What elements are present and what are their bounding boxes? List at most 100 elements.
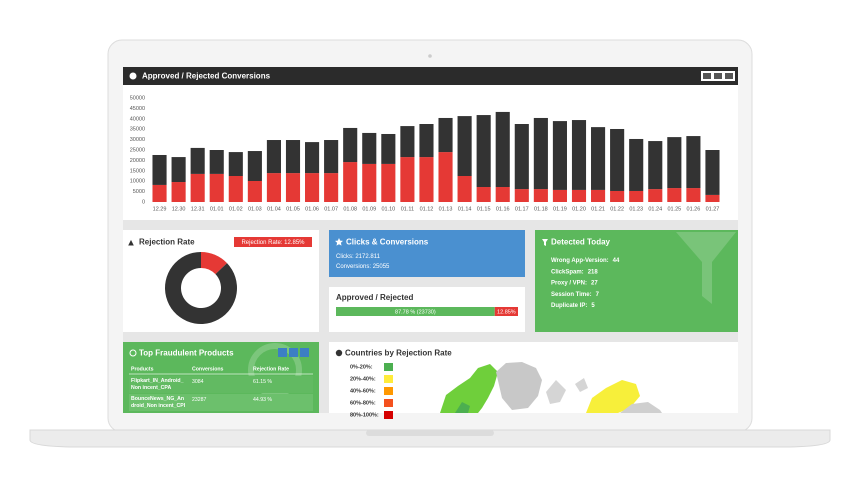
bar-segment (648, 141, 663, 190)
x-tick-label: 01.03 (248, 206, 262, 212)
x-tick-label: 01.26 (687, 206, 701, 212)
bar-segment (419, 157, 434, 202)
bar-segment (648, 189, 663, 202)
bar-segment (514, 124, 529, 190)
item-value: 5 (591, 303, 595, 309)
column-header: Conversions (192, 366, 224, 372)
bar-segment (362, 163, 377, 202)
panel-header (123, 67, 738, 85)
x-tick-label: 01.18 (534, 206, 548, 212)
legend-label: 0%-20%: (350, 364, 373, 370)
map-region (575, 378, 588, 392)
legend-label: 20%-40%: (350, 376, 376, 382)
icon (128, 239, 134, 246)
x-tick-label: 12.30 (172, 206, 186, 212)
bar-segment (152, 154, 167, 185)
map-region (546, 380, 566, 404)
badge-text: Rejection Rate: 12.85% (241, 240, 305, 246)
bar-segment (629, 190, 644, 202)
y-tick-label: 10000 (130, 179, 145, 185)
bar-segment (533, 117, 548, 190)
item-label: Wrong App-Version: (551, 258, 609, 264)
stat: Conversions: 25055 (336, 264, 390, 270)
map-region (586, 380, 640, 413)
map-region (496, 362, 542, 410)
bar-segment (247, 180, 262, 202)
item-label: ClickSpam: (551, 269, 584, 275)
bar-segment (228, 176, 243, 202)
x-tick-label: 01.22 (610, 206, 624, 212)
button[interactable] (289, 348, 298, 357)
x-tick-label: 01.02 (229, 206, 243, 212)
bar-segment (209, 173, 224, 202)
icon (129, 72, 137, 80)
button[interactable] (300, 348, 309, 357)
column-header: Rejection Rate (253, 366, 289, 372)
bar-segment (305, 173, 320, 202)
watermark (676, 232, 736, 304)
x-tick-label: 01.17 (515, 206, 529, 212)
y-tick-label: 35000 (130, 127, 145, 133)
x-tick-label: 01.09 (362, 206, 376, 212)
x-tick-label: 01.23 (629, 206, 643, 212)
bar-segment (400, 157, 415, 202)
bar-segment (571, 189, 587, 202)
y-tick-label: 45000 (130, 106, 145, 112)
bar-segment (324, 173, 339, 202)
stat-value: 2172.811 (355, 254, 380, 260)
legend-swatch (384, 399, 393, 407)
button[interactable] (725, 73, 733, 79)
map-region (440, 364, 498, 413)
stat: Clicks: 2172.811 (336, 254, 381, 260)
table-cell: BounceNews_NG_Android_Non incent_CPI (131, 396, 186, 409)
item-label: Proxy / VPN: (551, 280, 587, 286)
bar-segment (400, 126, 415, 158)
panel-title: Rejection Rate (139, 238, 195, 247)
bar-segment (629, 138, 644, 191)
x-tick-label: 12.29 (153, 206, 167, 212)
x-tick-label: 01.08 (343, 206, 357, 212)
legend-swatch (384, 411, 393, 419)
stat-label: Clicks: (336, 254, 354, 260)
bar-segment (591, 189, 606, 202)
bar-segment (667, 188, 682, 202)
x-tick-label: 01.20 (572, 206, 586, 212)
item-label: Session Time: (551, 291, 592, 297)
button[interactable] (703, 73, 711, 79)
x-tick-label: 01.24 (648, 206, 662, 212)
x-tick-label: 01.25 (667, 206, 681, 212)
bar-segment (171, 182, 186, 202)
legend-label: 40%-60%: (350, 388, 376, 394)
x-tick-label: 01.10 (381, 206, 395, 212)
progress-segment (336, 307, 495, 316)
bar-segment (610, 128, 625, 191)
y-tick-label: 0 (142, 199, 145, 205)
panel-title: Top Fraudulent Products (139, 349, 234, 358)
button[interactable] (278, 348, 287, 357)
y-tick-label: 25000 (130, 147, 145, 153)
bar-segment (571, 120, 587, 190)
x-tick-label: 01.07 (324, 206, 338, 212)
bar-chart: 0 5000 10000 15000 20000 25000 30000 35000 40000… (130, 95, 720, 212)
laptop-notch (366, 430, 494, 436)
product-name: BounceNews_NG_Android_Non incent_CPI (131, 396, 186, 409)
button[interactable] (714, 73, 722, 79)
product-name: Flipkart_IN_Android_Non incent_CPA (131, 378, 184, 391)
y-tick-label: 50000 (130, 95, 145, 101)
x-tick-label: 12.31 (191, 206, 205, 212)
x-tick-label: 01.21 (591, 206, 605, 212)
x-tick-label: 01.11 (401, 206, 414, 212)
x-tick-label: 01.06 (305, 206, 319, 212)
bar-segment (476, 187, 491, 202)
bar-segment (438, 117, 453, 153)
x-tick-label: 01.04 (267, 206, 281, 212)
legend-label: 60%-80%: (350, 400, 376, 406)
bar-segment (457, 116, 472, 176)
donut-slice (201, 252, 228, 275)
bar-segment (438, 152, 453, 202)
stat-label: Conversions: (336, 264, 371, 270)
bar-segment (190, 147, 205, 174)
x-tick-label: 01.19 (553, 206, 567, 212)
bar-segment (362, 132, 377, 164)
